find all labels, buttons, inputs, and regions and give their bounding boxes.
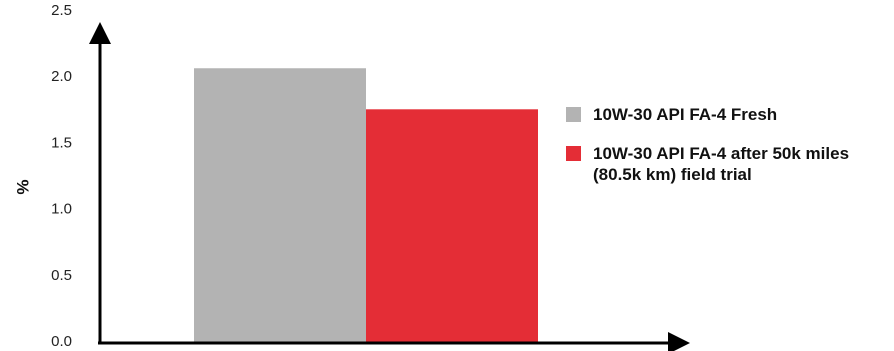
y-tick-label: 2.0 xyxy=(51,68,72,85)
y-tick-label: 0.0 xyxy=(51,333,72,350)
bars xyxy=(194,68,538,344)
legend-item-field-trial: 10W-30 API FA-4 after 50k miles (80.5k k… xyxy=(566,143,894,185)
bar xyxy=(194,68,366,344)
legend-swatch-red xyxy=(566,146,581,161)
legend: 10W-30 API FA-4 Fresh 10W-30 API FA-4 af… xyxy=(566,104,894,203)
legend-label: 10W-30 API FA-4 Fresh xyxy=(593,105,778,124)
y-tick-label: 1.0 xyxy=(51,201,72,218)
x-axis-arrow xyxy=(668,332,690,351)
legend-item-fresh: 10W-30 API FA-4 Fresh xyxy=(566,104,894,125)
y-tick-label: 2.5 xyxy=(51,2,72,19)
y-axis-label: % xyxy=(13,179,32,194)
y-tick-labels: 0.0 0.5 1.0 1.5 2.0 2.5 xyxy=(51,2,72,350)
y-axis-arrow xyxy=(89,22,111,44)
bar xyxy=(366,109,538,343)
legend-swatch-gray xyxy=(566,107,581,122)
axes xyxy=(89,22,690,351)
legend-label: 10W-30 API FA-4 after 50k miles (80.5k k… xyxy=(593,144,850,184)
y-tick-label: 0.5 xyxy=(51,267,72,284)
y-tick-label: 1.5 xyxy=(51,134,72,151)
